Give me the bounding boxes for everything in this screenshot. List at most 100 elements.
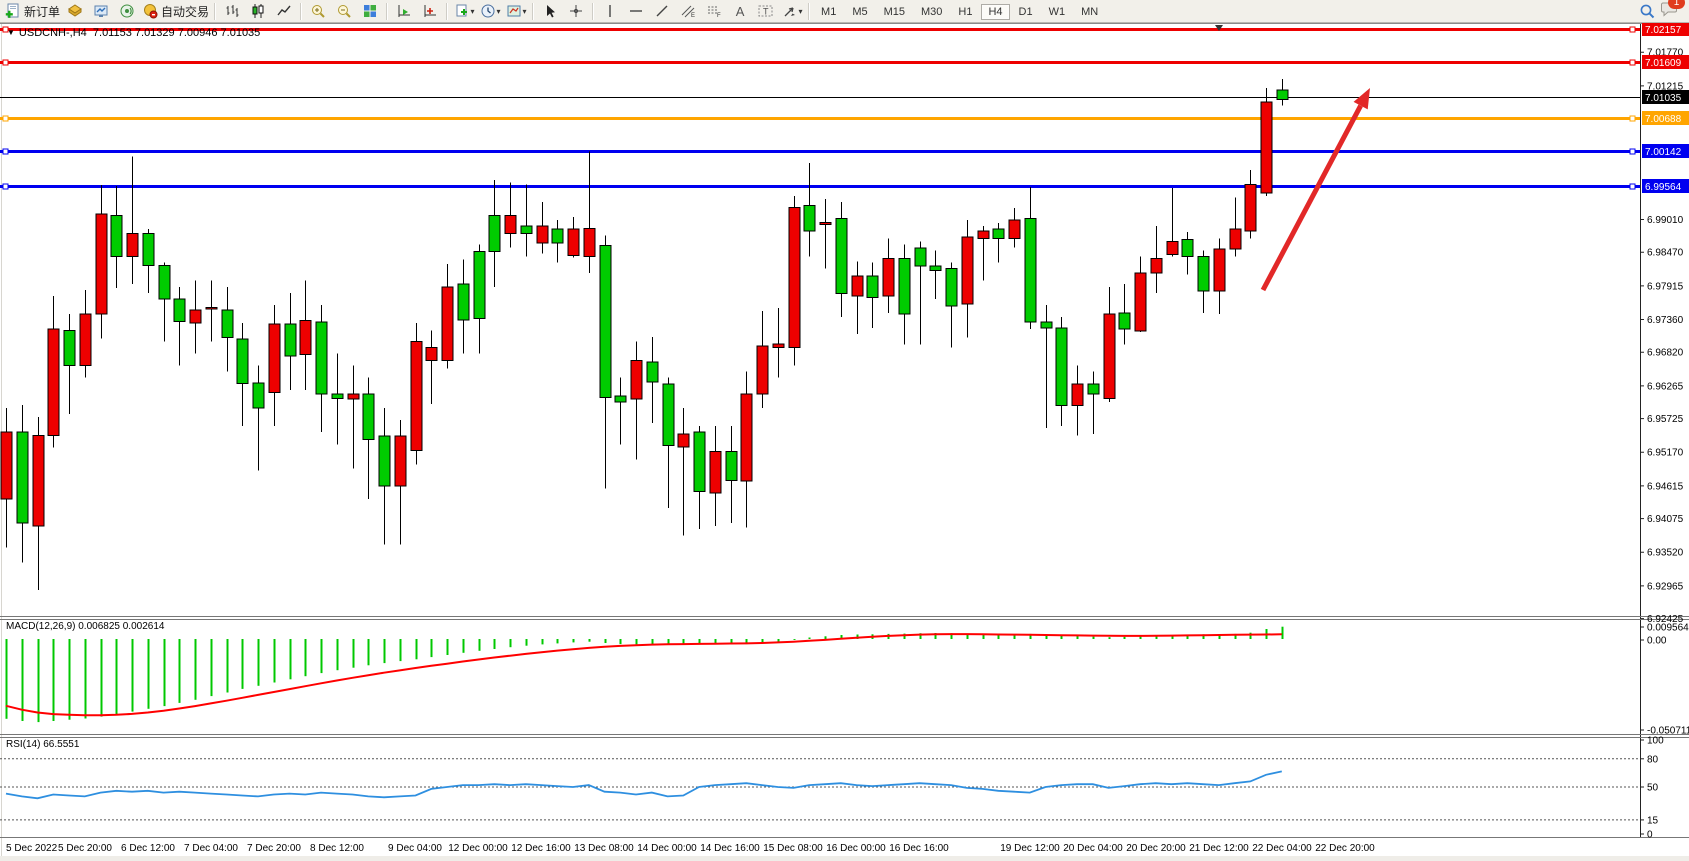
price-tick: 6.97915 [1647,281,1684,292]
indicators-window-button[interactable] [391,1,417,22]
candle-body-up [1024,217,1037,323]
candle-body-down [410,340,423,451]
line-chart-mode-button[interactable] [271,1,297,22]
price-tick: 7.01770 [1647,48,1684,59]
chart-canvas[interactable]: 7.01770 7.01215 6.99010 6.98470 6.97915 6.973… [0,23,1689,861]
timeframe-mn[interactable]: MN [1081,6,1099,18]
signals-button[interactable] [114,1,140,22]
toolbar-right-group: 1 [1634,0,1686,22]
candle-body-down [851,275,864,297]
trendline-tool-button[interactable] [649,1,675,22]
candle-body-up [1118,312,1131,330]
toolbar-separator [300,2,303,20]
candle-body-up [835,217,848,294]
timeframe-m5[interactable]: M5 [852,6,868,18]
timeframe-m15[interactable]: M15 [883,6,905,18]
indicators-delete-button[interactable] [417,1,443,22]
hline-handle[interactable] [2,59,9,66]
candle-body-down [299,320,312,356]
time-label: 8 Dec 12:00 [310,843,364,854]
add-indicator-button[interactable]: ▾ [451,1,477,22]
add-indicator-icon [456,4,467,17]
candle-body-down [1103,313,1116,399]
timeframe-m30[interactable]: M30 [921,6,943,18]
timeframe-w1[interactable]: W1 [1048,6,1066,18]
timeframe-h1[interactable]: H1 [958,6,973,18]
price-tick: 6.92425 [1647,614,1684,625]
chart-shift-marker[interactable] [1215,25,1223,31]
time-label: 12 Dec 16:00 [511,843,571,854]
price-badge-7.02157: 7.02157 [1642,23,1689,36]
periods-button[interactable]: ▾ [477,1,503,22]
templates-button[interactable]: ▾ [503,1,529,22]
candle-chart-mode-button[interactable] [245,1,271,22]
candle-body-up [1055,327,1068,407]
candle-body-up [646,361,659,383]
terminal-icon [94,5,108,17]
candle-body-up [1197,256,1210,292]
hline-handle[interactable] [1629,183,1636,190]
tile-windows-button[interactable] [357,1,383,22]
clock-icon [481,4,495,18]
fibonacci-icon: F [708,6,721,19]
channel-tool-button[interactable]: E [675,1,701,22]
candle-body-down [583,228,596,258]
hline-handle[interactable] [1629,115,1636,122]
new-order-button[interactable]: 新订单 [3,1,62,22]
chat-button[interactable]: 1 [1660,0,1685,22]
hline-handle[interactable] [2,115,9,122]
terminal-button[interactable] [88,1,114,22]
candle-body-up [457,283,470,321]
new-order-label: 新订单 [24,4,61,19]
hline-handle[interactable] [2,26,9,33]
hline-handle[interactable] [1629,26,1636,33]
toolbar-separator [386,2,389,20]
candle-body-down [425,346,438,362]
macd-axis-tick: 0.009564 [1647,623,1689,634]
text-label-tool-button[interactable]: T [753,1,779,22]
hline-handle[interactable] [1629,59,1636,66]
candle-body-down [882,257,895,297]
arrows-tool-button[interactable]: ▾ [779,1,805,22]
text-tool-button[interactable]: A [727,1,753,22]
timeframe-m1[interactable]: M1 [821,6,837,18]
fibonacci-tool-button[interactable]: F [701,1,727,22]
hline-handle[interactable] [1629,148,1636,155]
zoom-out-button[interactable] [331,1,357,22]
equidistant-channel-icon: E [681,5,695,19]
bar-chart-mode-button[interactable] [219,1,245,22]
rsi-axis-tick: 100 [1647,736,1664,747]
candle-body-down [32,434,45,527]
candle-body-up [1087,383,1100,395]
macd-axis-tick: 0.00 [1647,636,1667,647]
crosshair-tool-button[interactable] [563,1,589,22]
cursor-tool-button[interactable] [537,1,563,22]
price-badge-6.99564: 6.99564 [1642,179,1689,193]
vertical-line-tool-button[interactable] [597,1,623,22]
rsi-pane: 100 80 50 15 0 [0,736,1664,841]
timeframe-h4[interactable]: H4 [981,4,1010,20]
svg-text:F: F [717,13,721,19]
time-label: 15 Dec 08:00 [763,843,823,854]
horizontal-line-tool-button[interactable] [623,1,649,22]
hline-handle[interactable] [2,148,9,155]
timeframe-d1[interactable]: D1 [1018,6,1033,18]
time-label: 7 Dec 20:00 [247,843,301,854]
main-toolbar: 新订单 自动交易 ▾ ▾ [0,0,1689,23]
horizontal-lines[interactable] [0,26,1640,190]
candle-body-down [79,313,92,367]
svg-text:7.00142: 7.00142 [1645,147,1682,158]
autotrade-button[interactable]: 自动交易 [140,1,211,22]
search-button[interactable] [1634,1,1660,22]
toolbar-separator [532,2,535,20]
time-axis: 5 Dec 2022 5 Dec 20:00 6 Dec 12:00 7 Dec 04… [6,843,1375,854]
zoom-in-button[interactable] [305,1,331,22]
price-badge-7.00142: 7.00142 [1642,144,1689,158]
market-watch-button[interactable] [62,1,88,22]
hline-handle[interactable] [2,183,9,190]
candle-body-down [1260,101,1273,194]
trend-arrow[interactable] [1260,88,1370,292]
time-label: 20 Dec 20:00 [1126,843,1186,854]
signals-icon [120,4,134,18]
time-label: 16 Dec 16:00 [889,843,949,854]
